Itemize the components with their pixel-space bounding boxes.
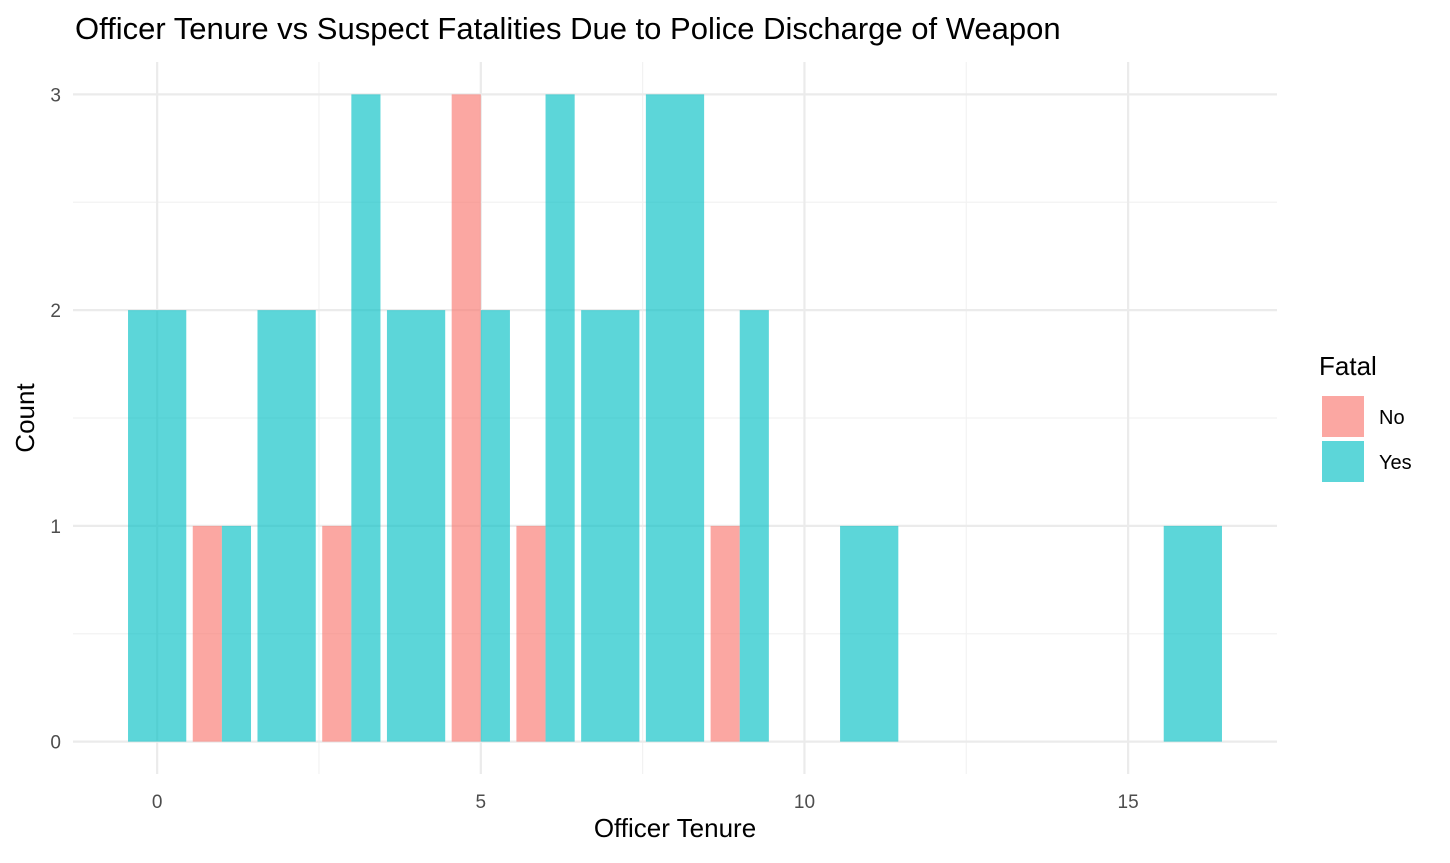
- bar-yes-5: [480, 310, 510, 742]
- y-axis-ticks: 0 1 2 3: [50, 85, 61, 753]
- y-axis-title: Count: [10, 383, 40, 453]
- bars: [128, 94, 1222, 742]
- bar-no-1: [192, 525, 222, 742]
- y-tick-label: 0: [50, 733, 61, 754]
- x-tick-label: 5: [476, 792, 487, 813]
- chart-title: Officer Tenure vs Suspect Fatalities Due…: [75, 11, 1061, 46]
- bar-no-3: [322, 525, 352, 742]
- y-tick-label: 3: [50, 85, 61, 106]
- bar-no-9: [710, 525, 740, 742]
- legend-key-yes: [1322, 441, 1364, 482]
- x-axis-title: Officer Tenure: [594, 813, 756, 843]
- bar-yes-4: [386, 310, 446, 742]
- legend-title: Fatal: [1319, 351, 1377, 381]
- x-tick-label: 15: [1118, 792, 1139, 813]
- bar-yes-3: [351, 94, 381, 742]
- bar-yes-9: [739, 310, 769, 742]
- bar-yes-7: [581, 310, 640, 742]
- bar-yes-8: [645, 94, 705, 742]
- x-axis-ticks: 0 5 10 15: [152, 792, 1139, 813]
- x-tick-label: 0: [152, 792, 163, 813]
- bar-no-6: [516, 525, 546, 742]
- y-tick-label: 1: [50, 517, 61, 538]
- bar-yes-2: [257, 310, 316, 742]
- bar-yes-0: [128, 310, 187, 742]
- legend: Fatal No Yes: [1319, 351, 1412, 482]
- legend-label-yes: Yes: [1379, 452, 1412, 474]
- legend-items: No Yes: [1322, 396, 1412, 482]
- legend-key-no: [1322, 396, 1364, 437]
- x-tick-label: 10: [794, 792, 815, 813]
- bar-yes-11: [840, 525, 899, 742]
- legend-label-no: No: [1379, 407, 1405, 429]
- bar-yes-6: [545, 94, 575, 742]
- bar-yes-1: [221, 525, 252, 742]
- y-tick-label: 2: [50, 301, 61, 322]
- bar-no-5: [451, 94, 481, 742]
- bar-yes-16: [1163, 525, 1222, 742]
